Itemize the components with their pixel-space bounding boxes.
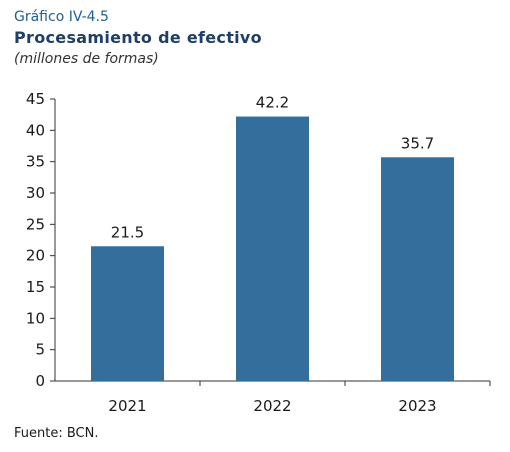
y-tick-label: 40: [26, 121, 45, 139]
source-note: Fuente: BCN.: [14, 426, 99, 441]
y-tick-label: 20: [26, 247, 45, 265]
y-tick-label: 35: [26, 153, 45, 171]
y-tick-label: 30: [26, 184, 45, 202]
data-label: 21.5: [111, 223, 144, 241]
bar: [381, 157, 454, 381]
data-label: 35.7: [401, 134, 434, 152]
x-tick-label: 2021: [108, 397, 146, 415]
y-tick-label: 10: [26, 309, 45, 327]
x-tick-label: 2022: [253, 397, 291, 415]
chart-header: Gráfico IV-4.5 Procesamiento de efectivo…: [14, 8, 262, 69]
chart-subtitle: (millones de formas): [14, 51, 159, 67]
y-tick-label: 0: [35, 372, 45, 390]
data-label: 42.2: [256, 94, 289, 112]
bar: [91, 246, 164, 381]
y-tick-label: 45: [26, 90, 45, 108]
y-tick-label: 15: [26, 278, 45, 296]
x-tick-label: 2023: [398, 397, 436, 415]
chart-title: Procesamiento de efectivo: [14, 28, 262, 47]
figure-label: Gráfico IV-4.5: [14, 9, 109, 25]
y-tick-label: 5: [35, 341, 45, 359]
bar: [236, 116, 309, 382]
y-tick-label: 25: [26, 215, 45, 233]
